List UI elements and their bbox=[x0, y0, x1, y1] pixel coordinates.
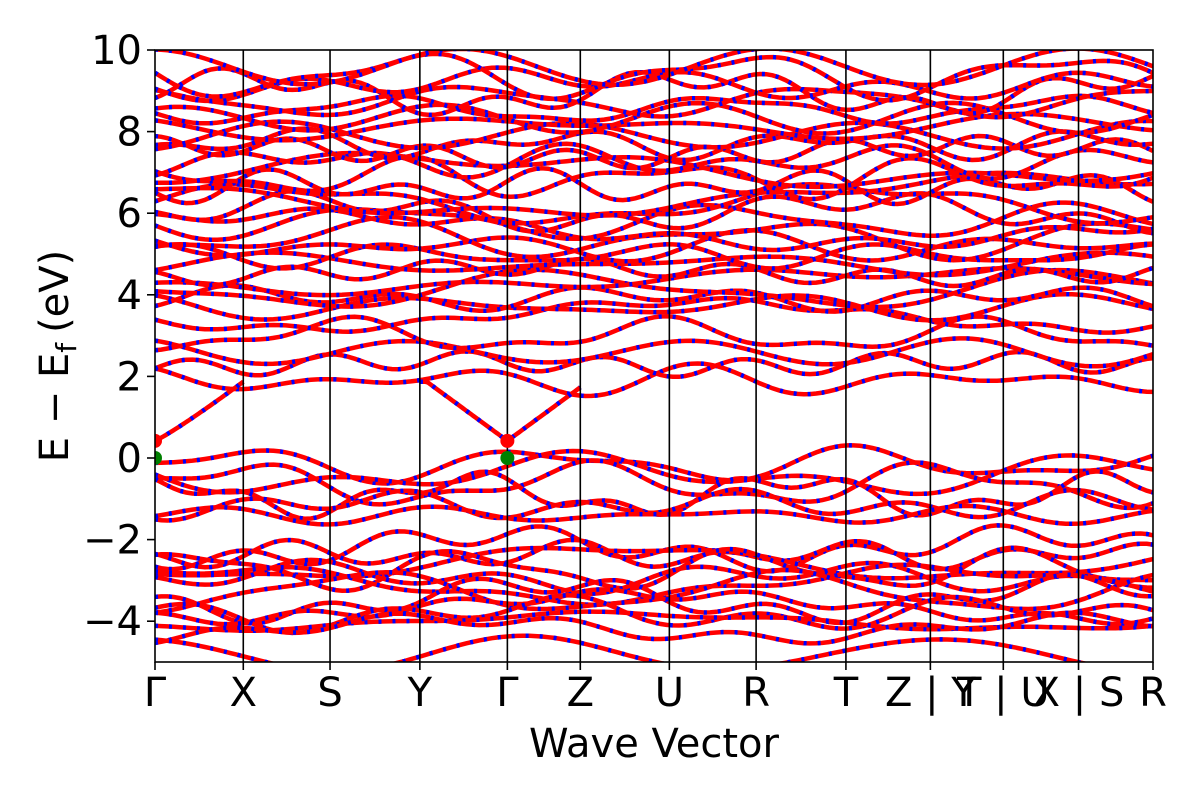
x-axis: Γ X S Y Γ Z U R T Z | YT | UX | S R bbox=[144, 662, 1167, 716]
band-47-blue bbox=[155, 84, 1153, 120]
band-16-blue bbox=[155, 486, 1153, 523]
x-axis-label: Wave Vector bbox=[529, 721, 780, 767]
y-tick-label-0: −4 bbox=[83, 599, 142, 645]
y-tick-label-4: 4 bbox=[117, 273, 142, 319]
band-lines bbox=[155, 50, 1153, 662]
band-25-blue bbox=[155, 267, 1153, 310]
band-14-blue bbox=[155, 458, 1153, 511]
x-tick-label-4: Γ bbox=[496, 670, 519, 716]
x-tick-label-7: R bbox=[742, 670, 770, 716]
band-7-blue bbox=[155, 572, 1153, 626]
band-43-blue bbox=[155, 118, 1153, 152]
band-28-blue bbox=[155, 250, 1153, 278]
band-22-red bbox=[155, 295, 1153, 335]
band-4-blue bbox=[155, 557, 1153, 596]
cbm-branch-0-blue bbox=[155, 379, 245, 443]
y-axis-label-sub: f bbox=[50, 342, 83, 353]
band-49-blue bbox=[155, 65, 1153, 104]
band-39-blue bbox=[155, 150, 1153, 190]
band-21-blue bbox=[155, 314, 1153, 353]
band-11-blue bbox=[155, 610, 1153, 646]
x-tick-label-11: X | S bbox=[1033, 670, 1125, 716]
x-tick-label-0: Γ bbox=[144, 670, 167, 716]
x-tick-label-6: U bbox=[655, 670, 684, 716]
band-50-red bbox=[155, 51, 1153, 103]
y-axis: −4 −2 0 2 4 6 8 10 bbox=[83, 28, 155, 645]
x-tick-label-2: S bbox=[317, 670, 342, 716]
x-tick-label-8: T bbox=[833, 670, 859, 716]
band-44-blue bbox=[155, 111, 1153, 143]
x-tick-label-1: X bbox=[230, 670, 257, 716]
band-41-blue bbox=[155, 133, 1153, 171]
x-tick-label-12: R bbox=[1139, 670, 1167, 716]
y-axis-label: E − Ef (eV) bbox=[32, 250, 83, 463]
band-30-blue bbox=[155, 228, 1153, 264]
band-18-blue bbox=[155, 361, 1153, 399]
band-edge-markers bbox=[155, 433, 515, 465]
band-38-blue bbox=[155, 154, 1153, 202]
band-29-blue bbox=[155, 241, 1153, 271]
band-edge-marker-1 bbox=[155, 451, 162, 465]
y-tick-label-2: 0 bbox=[117, 436, 142, 482]
band-13-blue bbox=[155, 448, 1153, 497]
band-8-blue bbox=[155, 587, 1153, 627]
band-12-blue bbox=[155, 443, 1153, 486]
y-axis-label-unit: (eV) bbox=[32, 250, 78, 333]
band-24-red bbox=[155, 283, 1153, 314]
y-axis-label-main: E − E bbox=[32, 353, 78, 463]
band-19-blue bbox=[155, 349, 1153, 380]
band-27-blue bbox=[155, 256, 1153, 289]
band-51-red bbox=[155, 50, 1153, 88]
band-6-blue bbox=[155, 567, 1153, 615]
cbm-branch-1-red bbox=[419, 379, 582, 443]
band-46-blue bbox=[155, 93, 1153, 126]
band-3-blue bbox=[155, 545, 1153, 593]
x-tick-label-10: T | U bbox=[956, 670, 1050, 716]
band-edge-marker-3 bbox=[500, 451, 515, 465]
band-32-blue bbox=[155, 206, 1153, 253]
x-tick-label-3: Y bbox=[407, 670, 433, 716]
plot-frame bbox=[154, 49, 1154, 663]
y-tick-label-5: 6 bbox=[117, 191, 142, 237]
y-tick-label-1: −2 bbox=[83, 518, 142, 564]
high-symmetry-lines bbox=[242, 50, 1080, 662]
band-34-blue bbox=[155, 188, 1153, 236]
band-edge-marker-0 bbox=[155, 433, 162, 448]
x-tick-label-9: Z | Y bbox=[885, 670, 976, 716]
band-35-blue bbox=[155, 182, 1153, 226]
y-tick-label-6: 8 bbox=[117, 110, 142, 156]
x-tick-label-5: Z bbox=[567, 670, 594, 716]
band-17-blue bbox=[155, 503, 1153, 527]
band-23-blue bbox=[155, 291, 1153, 323]
band-40-blue bbox=[155, 141, 1153, 181]
band-edge-marker-2 bbox=[500, 433, 515, 448]
y-tick-label-3: 2 bbox=[117, 354, 142, 400]
y-tick-label-7: 10 bbox=[91, 28, 142, 74]
band-20-blue bbox=[155, 336, 1153, 369]
